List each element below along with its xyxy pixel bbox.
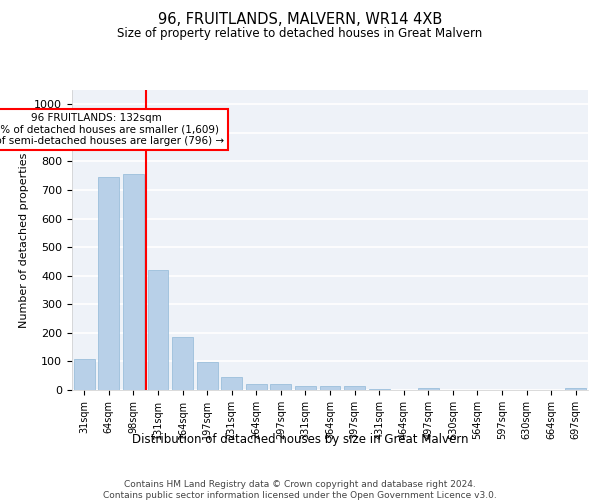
Bar xyxy=(246,384,267,390)
Bar xyxy=(418,388,439,390)
Bar xyxy=(221,378,242,390)
Bar xyxy=(320,386,340,390)
Bar xyxy=(123,174,144,390)
Bar xyxy=(368,388,389,390)
Bar xyxy=(344,386,365,390)
Text: Size of property relative to detached houses in Great Malvern: Size of property relative to detached ho… xyxy=(118,28,482,40)
Bar xyxy=(271,384,292,390)
Bar xyxy=(295,386,316,390)
Bar xyxy=(148,270,169,390)
Bar xyxy=(74,358,95,390)
Text: Contains HM Land Registry data © Crown copyright and database right 2024.: Contains HM Land Registry data © Crown c… xyxy=(124,480,476,489)
Text: Contains public sector information licensed under the Open Government Licence v3: Contains public sector information licen… xyxy=(103,491,497,500)
Bar xyxy=(98,177,119,390)
Text: 96 FRUITLANDS: 132sqm
← 67% of detached houses are smaller (1,609)
33% of semi-d: 96 FRUITLANDS: 132sqm ← 67% of detached … xyxy=(0,113,224,146)
Text: 96, FRUITLANDS, MALVERN, WR14 4XB: 96, FRUITLANDS, MALVERN, WR14 4XB xyxy=(158,12,442,28)
Bar xyxy=(197,362,218,390)
Bar xyxy=(565,388,586,390)
Y-axis label: Number of detached properties: Number of detached properties xyxy=(19,152,29,328)
Text: Distribution of detached houses by size in Great Malvern: Distribution of detached houses by size … xyxy=(132,432,468,446)
Bar xyxy=(172,337,193,390)
